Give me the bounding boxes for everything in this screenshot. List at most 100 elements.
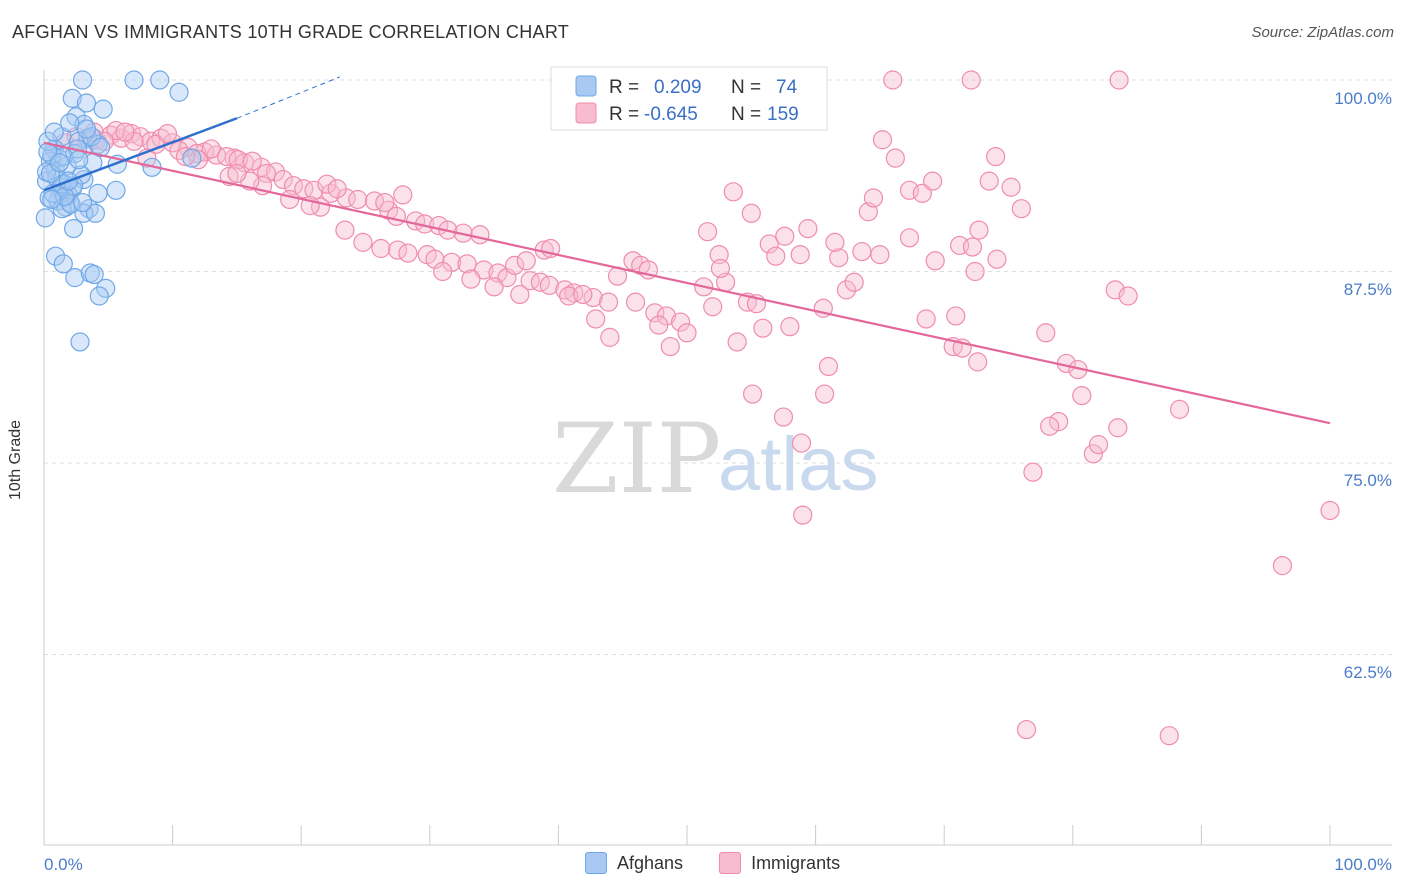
afghans-trend-extension bbox=[236, 76, 340, 119]
immigrants-point-105 bbox=[670, 312, 691, 332]
x-tick-labels: 0.0% 100.0% bbox=[44, 855, 1392, 874]
afghans-point-0 bbox=[72, 70, 93, 90]
immigrants-point-83 bbox=[175, 147, 196, 167]
afghans-point-2 bbox=[150, 70, 170, 90]
afghans-trend-line bbox=[43, 117, 238, 192]
immigrants-point-29 bbox=[228, 150, 248, 170]
immigrants-point-154 bbox=[1011, 199, 1031, 219]
immigrants-point-152 bbox=[979, 171, 999, 191]
immigrants-point-112 bbox=[727, 332, 747, 352]
immigrants-point-71 bbox=[317, 174, 337, 194]
afghans-point-46 bbox=[70, 332, 90, 352]
immigrants-point-140 bbox=[912, 183, 932, 203]
immigrants-point-145 bbox=[986, 147, 1006, 167]
immigrants-point-60 bbox=[520, 271, 540, 291]
immigrants-trend-line bbox=[43, 141, 1331, 425]
immigrants-point-100 bbox=[625, 292, 646, 312]
afghans-point-3 bbox=[169, 82, 189, 102]
immigrants-point-119 bbox=[766, 246, 786, 266]
immigrants-point-103 bbox=[649, 315, 669, 335]
x-tick-label-100: 100.0% bbox=[1334, 855, 1392, 874]
immigrants-point-160 bbox=[1049, 412, 1069, 432]
afghans-point-68 bbox=[69, 150, 89, 170]
immigrants-point-30 bbox=[242, 151, 262, 171]
afghans-points bbox=[35, 70, 202, 352]
afghans-point-43 bbox=[84, 264, 104, 285]
immigrants-point-126 bbox=[829, 248, 849, 268]
immigrants-point-106 bbox=[677, 323, 697, 343]
immigrants-point-156 bbox=[1036, 323, 1056, 343]
series-legend: Afghans Immigrants bbox=[585, 852, 840, 874]
afghans-point-1 bbox=[124, 70, 144, 90]
immigrants-point-144 bbox=[987, 249, 1007, 269]
immigrants-point-66 bbox=[598, 292, 619, 312]
watermark-atlas: atlas bbox=[718, 422, 879, 507]
afghans-point-12 bbox=[88, 134, 108, 154]
y-tick-labels: 100.0% 87.5% 75.0% 62.5% bbox=[1334, 89, 1392, 682]
legend-r-label-afghans: R = bbox=[609, 77, 639, 98]
immigrants-point-136 bbox=[825, 232, 845, 252]
immigrants-point-151 bbox=[968, 352, 988, 372]
immigrants-point-28 bbox=[217, 147, 237, 167]
immigrants-point-38 bbox=[348, 189, 368, 210]
immigrants-point-127 bbox=[836, 280, 857, 300]
legend-r-label-immigrants: R = bbox=[609, 104, 639, 125]
immigrants-point-128 bbox=[844, 272, 864, 292]
immigrants-point-155 bbox=[965, 261, 985, 282]
immigrants-legend-label: Immigrants bbox=[751, 852, 841, 873]
immigrants-point-153 bbox=[1001, 177, 1021, 197]
immigrants-point-117 bbox=[741, 203, 761, 223]
immigrants-point-39 bbox=[364, 191, 385, 211]
immigrants-point-47 bbox=[470, 225, 490, 245]
immigrants-point-122 bbox=[798, 219, 818, 239]
immigrants-point-75 bbox=[280, 189, 300, 210]
immigrants-point-118 bbox=[759, 234, 779, 254]
immigrants-point-137 bbox=[872, 130, 893, 150]
afghans-point-39 bbox=[45, 246, 66, 266]
afghans-point-41 bbox=[65, 268, 85, 288]
immigrants-point-124 bbox=[815, 384, 835, 404]
y-tick-label-62-5: 62.5% bbox=[1344, 663, 1392, 682]
immigrants-point-84 bbox=[115, 122, 135, 142]
immigrants-point-162 bbox=[1088, 435, 1109, 455]
afghans-point-45 bbox=[89, 286, 109, 306]
immigrants-point-1 bbox=[961, 70, 981, 90]
immigrants-point-2 bbox=[1109, 70, 1129, 90]
immigrants-point-56 bbox=[457, 254, 477, 274]
immigrants-point-49 bbox=[353, 232, 373, 252]
afghans-point-36 bbox=[85, 203, 106, 223]
immigrants-point-146 bbox=[969, 220, 989, 240]
immigrants-point-141 bbox=[923, 171, 943, 191]
immigrants-point-168 bbox=[1118, 286, 1138, 306]
immigrants-point-176 bbox=[1016, 719, 1037, 740]
stats-legend: R = 0.209 N = 74 R = -0.645 N = 159 bbox=[550, 66, 828, 131]
immigrants-point-114 bbox=[709, 245, 729, 265]
immigrants-point-80 bbox=[227, 163, 247, 184]
y-tick-label-100: 100.0% bbox=[1334, 89, 1392, 108]
immigrants-point-113 bbox=[697, 222, 718, 242]
afghans-point-40 bbox=[53, 254, 73, 274]
legend-n-value-immigrants: 159 bbox=[767, 104, 799, 125]
immigrants-point-101 bbox=[645, 303, 665, 323]
immigrants-point-143 bbox=[962, 237, 983, 257]
afghans-point-61 bbox=[72, 192, 93, 213]
afghans-point-37 bbox=[35, 208, 55, 228]
immigrants-point-135 bbox=[742, 384, 763, 404]
immigrants-point-170 bbox=[916, 309, 936, 329]
immigrants-point-175 bbox=[793, 505, 813, 525]
immigrants-point-131 bbox=[863, 188, 884, 208]
afghans-point-5 bbox=[76, 93, 97, 113]
afghans-legend-swatch bbox=[585, 852, 607, 874]
immigrants-point-95 bbox=[573, 284, 593, 305]
immigrants-legend-swatch bbox=[719, 852, 742, 874]
immigrants-point-32 bbox=[273, 169, 293, 190]
immigrants-point-111 bbox=[703, 297, 723, 317]
afghans-point-72 bbox=[60, 113, 80, 133]
immigrants-point-31 bbox=[256, 163, 277, 184]
afghans-point-27 bbox=[88, 183, 108, 203]
immigrants-point-89 bbox=[461, 269, 481, 289]
immigrants-point-172 bbox=[1040, 416, 1060, 436]
watermark-zip: ZIP bbox=[552, 403, 721, 515]
immigrants-point-161 bbox=[1083, 444, 1103, 464]
trend-lines bbox=[43, 76, 1331, 425]
